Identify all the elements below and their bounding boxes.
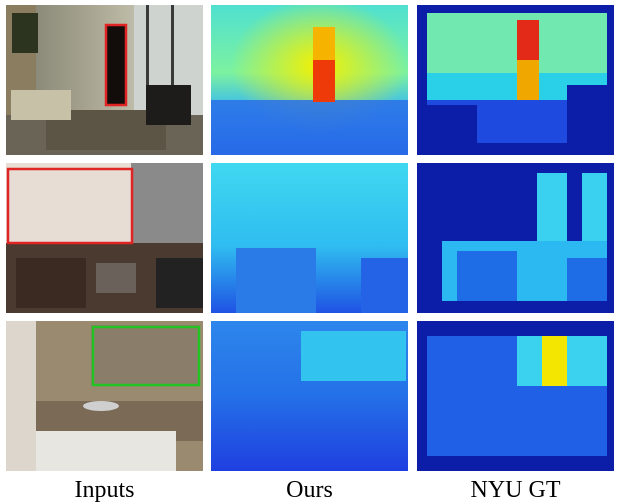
- caption-inputs: Inputs: [74, 477, 135, 503]
- predicted-depth-row-3: [211, 321, 408, 471]
- predicted-depth-row-1: [211, 5, 408, 155]
- highlight-box-row-2: [6, 167, 134, 245]
- highlight-box-row-1: [104, 23, 128, 107]
- predicted-depth-row-2: [211, 163, 408, 313]
- ground-truth-depth-row-1: [417, 5, 614, 155]
- ground-truth-depth-row-3: [417, 321, 614, 471]
- input-image-row-2: [6, 163, 203, 313]
- figure-grid: [6, 5, 614, 473]
- input-image-row-1: [6, 5, 203, 155]
- input-image-row-3: [6, 321, 203, 471]
- caption-ours: Ours: [286, 477, 333, 503]
- caption-nyu-gt: NYU GT: [470, 477, 561, 503]
- highlight-box-row-3: [91, 325, 201, 387]
- ground-truth-depth-row-2: [417, 163, 614, 313]
